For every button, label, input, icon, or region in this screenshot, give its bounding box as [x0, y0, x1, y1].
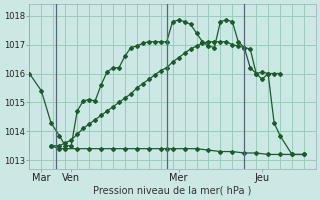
X-axis label: Pression niveau de la mer( hPa ): Pression niveau de la mer( hPa ) — [93, 186, 252, 196]
